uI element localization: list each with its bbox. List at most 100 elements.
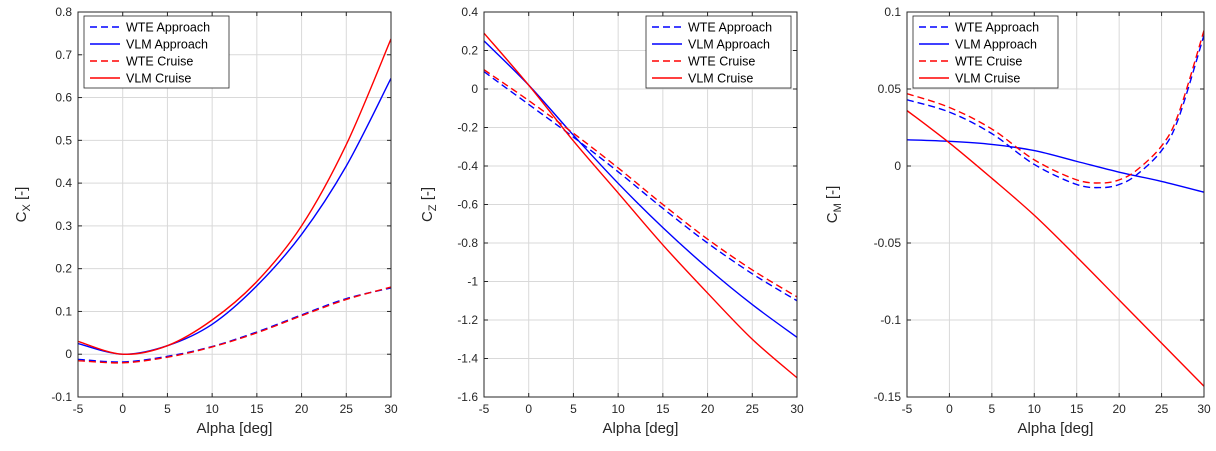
y-tick-label: 0.7: [55, 48, 72, 62]
y-tick-label: 0: [894, 159, 901, 173]
y-tick-label: 0.1: [55, 304, 72, 318]
series-line-vlm-cruise: [484, 32, 797, 379]
x-tick-label: 10: [611, 402, 625, 416]
y-tick-label: -0.2: [457, 121, 478, 135]
legend-label: VLM Cruise: [126, 72, 191, 86]
y-tick-label: 0.8: [55, 5, 72, 19]
legend: WTE Approach VLM Approach WTE Cruise VLM Cr…: [912, 15, 1059, 89]
legend-label: VLM Approach: [688, 38, 770, 52]
x-tick-label: -5: [479, 402, 490, 416]
legend-label: WTE Cruise: [688, 55, 755, 69]
x-tick-label: 15: [1070, 402, 1084, 416]
legend-box: [645, 15, 792, 89]
y-axis-label: CM [-]: [824, 186, 844, 224]
x-tick-label: -5: [73, 402, 84, 416]
x-tick-label: 0: [119, 402, 126, 416]
x-tick-label: -5: [902, 402, 913, 416]
x-tick-label: 10: [205, 402, 219, 416]
y-axis-label-unit: [-]: [13, 187, 30, 205]
y-axis-label-sub: M: [832, 203, 844, 212]
legend-label: WTE Cruise: [955, 55, 1022, 69]
x-tick-label: 30: [384, 402, 398, 416]
legend-box: [912, 15, 1059, 89]
chart-panel-3: -5 0 5 10 15 20 25 30 -0.15 -0.1 -0.05 0 0.05 0.1 Alph…: [824, 5, 1211, 437]
legend-label: WTE Cruise: [126, 55, 193, 69]
x-tick-label: 15: [656, 402, 670, 416]
y-tick-label: 0.5: [55, 133, 72, 147]
y-tick-label: -1: [467, 275, 478, 289]
y-tick-label: -1.4: [457, 352, 478, 366]
series-group: [78, 38, 391, 364]
y-axis-label-unit: [-]: [419, 187, 436, 205]
series-line-wte-approach: [78, 287, 391, 363]
x-tick-label: 30: [1197, 402, 1211, 416]
series-line-wte-approach: [907, 34, 1204, 189]
x-axis-label: Alpha [deg]: [603, 420, 679, 437]
series-line-wte-cruise: [78, 286, 391, 364]
y-axis-label: CZ [-]: [419, 187, 439, 222]
series-group: [484, 32, 797, 379]
axes-box: [906, 11, 1205, 398]
y-tick-label: -0.1: [51, 390, 72, 404]
x-tick-label: 0: [946, 402, 953, 416]
legend: WTE Approach VLM Approach WTE Cruise VLM Cr…: [645, 15, 792, 89]
x-tick-label: 20: [295, 402, 309, 416]
x-tick-label: 30: [790, 402, 804, 416]
y-axis-label: CX [-]: [13, 187, 33, 223]
legend-label: VLM Approach: [955, 38, 1037, 52]
y-axis-label-sub: X: [21, 204, 33, 212]
x-tick-label: 25: [746, 402, 760, 416]
y-axis-label-main: C: [824, 212, 841, 223]
x-tick-label: 25: [1155, 402, 1169, 416]
legend-label: WTE Approach: [955, 21, 1039, 35]
y-tick-label: 0.2: [461, 44, 478, 58]
series-line-vlm-approach: [78, 77, 391, 355]
series-line-wte-cruise: [484, 69, 797, 298]
legend-label: WTE Approach: [126, 21, 210, 35]
y-tick-label: -1.6: [457, 390, 478, 404]
legend-label: VLM Cruise: [688, 72, 753, 86]
x-tick-label: 5: [570, 402, 577, 416]
series-line-wte-approach: [484, 71, 797, 302]
x-axis-label: Alpha [deg]: [197, 420, 273, 437]
x-tick-label: 5: [989, 402, 996, 416]
y-tick-label: 0.3: [55, 219, 72, 233]
series-line-vlm-approach: [907, 139, 1204, 193]
y-tick-label: -0.1: [880, 313, 901, 327]
legend-label: WTE Approach: [688, 21, 772, 35]
y-tick-label: -0.4: [457, 159, 478, 173]
y-axis-label-main: C: [13, 211, 30, 222]
legend-label: VLM Cruise: [955, 72, 1020, 86]
y-tick-label: -0.8: [457, 236, 478, 250]
y-tick-label: 0.2: [55, 262, 72, 276]
y-tick-label: -0.05: [874, 236, 902, 250]
x-tick-label: 20: [1112, 402, 1126, 416]
series-line-wte-cruise: [907, 30, 1204, 184]
x-tick-label: 25: [340, 402, 354, 416]
y-tick-label: 0.05: [878, 82, 902, 96]
chart-panel-2: -5 0 5 10 15 20 25 30 -1.6 -1.4 -1.2 -1 -0.8 -0.6 -0.4…: [419, 5, 804, 437]
y-tick-label: 0.1: [884, 5, 901, 19]
y-tick-label: 0.4: [461, 5, 478, 19]
y-axis-label-unit: [-]: [824, 186, 841, 204]
y-tick-label: 0.4: [55, 176, 72, 190]
y-tick-label: 0.6: [55, 91, 72, 105]
x-axis-label: Alpha [deg]: [1018, 420, 1094, 437]
series-line-vlm-cruise: [907, 110, 1204, 387]
y-tick-label: -0.15: [874, 390, 902, 404]
axes-box: [77, 11, 392, 398]
y-tick-label: -0.6: [457, 198, 478, 212]
y-axis-label-sub: Z: [427, 204, 439, 211]
chart-panel-1: -5 0 5 10 15 20 25 30 -0.1 0 0.1 0.2 0.3 0.4 0.5 0.6 0.7…: [13, 5, 398, 437]
legend-label: VLM Approach: [126, 38, 208, 52]
series-line-vlm-cruise: [78, 38, 391, 355]
y-tick-label: 0: [471, 82, 478, 96]
y-tick-label: 0: [65, 347, 72, 361]
x-tick-label: 15: [250, 402, 264, 416]
x-tick-label: 5: [164, 402, 171, 416]
legend: WTE Approach VLM Approach WTE Cruise VLM Cr…: [83, 15, 230, 89]
legend-box: [83, 15, 230, 89]
y-axis-label-main: C: [419, 211, 436, 222]
